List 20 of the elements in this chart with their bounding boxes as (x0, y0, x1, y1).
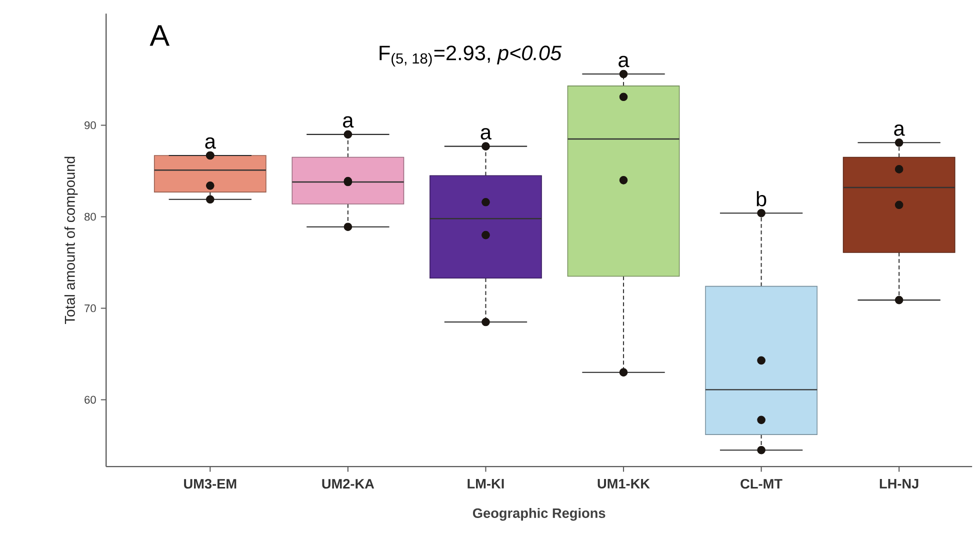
x-tick-label: UM2-KA (322, 479, 374, 489)
annotation: a (618, 56, 630, 68)
y-axis-title: Total amount of compound (64, 157, 78, 324)
y-tick-label: 60 (84, 396, 96, 404)
y-tick-label: 90 (84, 122, 96, 130)
annotation: b (756, 191, 766, 207)
x-tick-label: CL-MT (740, 479, 782, 489)
x-tick-label: UM3-EM (184, 479, 236, 489)
y-tick-label: 80 (84, 213, 96, 221)
annotation: F$_{(5, 18)}$=2.93, p<0.05 (380, 46, 562, 67)
x-tick-label: LM-KI (468, 479, 504, 489)
x-axis-title: Geographic Regions (472, 508, 606, 521)
y-tick-label: 70 (84, 304, 96, 312)
annotation: a (480, 128, 492, 140)
annotation: a (205, 138, 216, 149)
annotation: A (150, 25, 170, 46)
annotation: a (894, 124, 905, 136)
x-tick-label: LH-NJ (880, 479, 918, 489)
x-tick-label: UM1-KK (598, 479, 650, 489)
annotation: a (343, 116, 354, 128)
